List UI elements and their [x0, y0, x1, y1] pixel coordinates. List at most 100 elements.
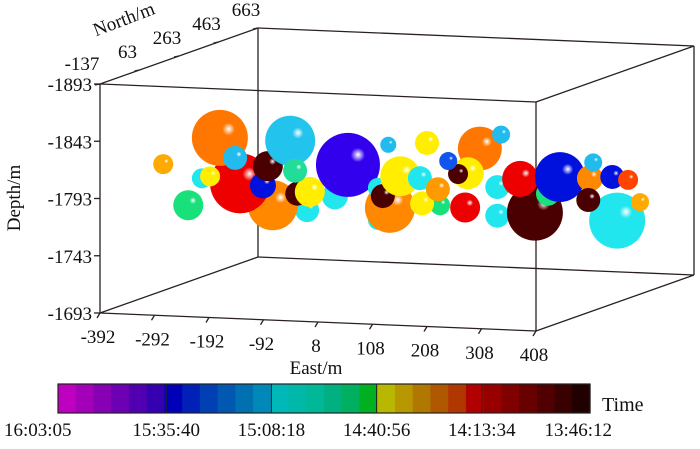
east-tick	[477, 328, 483, 335]
colorbar-segment	[377, 384, 396, 413]
box-edge	[99, 256, 259, 314]
colorbar-tick-label: 16:03:05	[4, 420, 72, 441]
data-point-sphere	[589, 192, 646, 249]
north-tick	[173, 55, 180, 58]
colorbar-tick-label: 14:13:34	[448, 420, 516, 441]
colorbar-segment	[448, 384, 467, 413]
colorbar-segment	[164, 384, 183, 413]
data-point-sphere	[631, 193, 650, 212]
colorbar-segment	[253, 384, 272, 413]
colorbar-segment	[501, 384, 520, 413]
colorbar-segment	[341, 384, 361, 413]
north-tick	[94, 83, 101, 86]
north-tick	[213, 41, 219, 44]
depth-tick-label: -1743	[48, 247, 92, 268]
north-tick-label: 263	[153, 28, 182, 49]
north-tick	[134, 69, 140, 72]
colorbar-segment	[288, 384, 307, 413]
data-point-sphere	[200, 166, 221, 187]
east-tick	[314, 321, 319, 328]
data-point-sphere	[534, 152, 585, 203]
box-edge	[257, 256, 695, 276]
data-point-sphere	[380, 136, 397, 153]
colorbar-segment	[111, 384, 130, 413]
east-tick	[96, 312, 101, 319]
depth-tick-label: -1693	[48, 304, 92, 325]
east-tick-label: 8	[311, 336, 321, 357]
data-point-sphere	[584, 153, 603, 172]
box-edge	[535, 45, 695, 103]
colorbar-segment	[465, 384, 485, 413]
box-edge	[257, 27, 695, 47]
east-tick	[423, 326, 428, 332]
depth-tick-label: -1843	[48, 132, 92, 153]
east-tick	[368, 323, 374, 330]
colorbar-label: Time	[602, 394, 644, 416]
east-tick-label: 408	[520, 345, 549, 366]
east-axis-label: East/m	[290, 358, 343, 379]
east-tick-label: -392	[81, 327, 116, 348]
data-point-sphere	[414, 130, 439, 155]
colorbar-segment	[75, 384, 95, 413]
north-tick-label: -137	[65, 54, 100, 75]
depth-axis-label: Depth/m	[4, 165, 25, 232]
east-tick-label: -292	[135, 329, 170, 350]
data-point-sphere	[439, 152, 458, 171]
colorbar-segment	[412, 384, 431, 413]
colorbar-segment	[235, 384, 254, 413]
colorbar-segment	[306, 384, 325, 413]
colorbar-segment	[146, 384, 165, 413]
data-points	[153, 109, 650, 249]
colorbar-segment	[519, 384, 538, 413]
data-point-sphere	[315, 132, 380, 197]
data-point-sphere	[410, 191, 435, 216]
colorbar-segment	[324, 384, 343, 413]
colorbar-segment	[58, 384, 77, 413]
east-tick-label: 208	[411, 341, 440, 362]
colorbar-segment	[270, 384, 290, 413]
colorbar-segment	[93, 384, 112, 413]
colorbar-segment	[554, 384, 573, 413]
data-point-sphere	[448, 164, 469, 185]
data-point-sphere	[407, 166, 432, 191]
colorbar-segment	[182, 384, 201, 413]
data-point-sphere	[600, 164, 625, 189]
east-tick-label: -192	[190, 332, 225, 353]
data-point-sphere	[576, 187, 601, 212]
data-point-sphere	[618, 169, 639, 190]
data-point-sphere	[450, 192, 481, 223]
depth-tick-label: -1893	[48, 75, 92, 96]
box-edge	[535, 274, 695, 332]
colorbar-frame	[57, 383, 591, 414]
colorbar-segment	[359, 384, 378, 413]
east-tick	[205, 317, 210, 323]
colorbar-segment	[483, 384, 502, 413]
east-tick-label: -92	[249, 334, 274, 355]
east-tick-label: 108	[356, 338, 385, 359]
colorbar-segment	[217, 384, 236, 413]
east-tick	[532, 330, 537, 337]
data-point-sphere	[492, 125, 511, 144]
depth-tick-label: -1793	[48, 190, 92, 211]
east-tick	[259, 319, 265, 326]
data-point-sphere	[153, 154, 174, 175]
colorbar: 16:03:05 15:35:40 15:08:18 14:40:56 14:13:34…	[4, 383, 612, 441]
data-point-sphere	[485, 203, 510, 228]
box-edge	[99, 83, 537, 103]
data-point-sphere	[294, 176, 325, 207]
data-point-sphere	[380, 156, 421, 197]
colorbar-tick-label: 14:40:56	[343, 420, 411, 441]
colorbar-segment	[430, 384, 449, 413]
colorbar-segment	[199, 384, 219, 413]
colorbar-tick-label: 15:35:40	[132, 420, 200, 441]
colorbar-segment	[394, 384, 414, 413]
colorbar-segment	[536, 384, 556, 413]
data-point-sphere	[223, 145, 248, 170]
east-tick-label: 308	[465, 343, 494, 364]
data-point-sphere	[425, 177, 450, 202]
data-point-sphere	[173, 190, 204, 221]
data-point-sphere	[283, 158, 308, 183]
north-tick-label: 663	[232, 0, 261, 21]
axis-ticks: -1693 -1743 -1793 -1843 -1893 -392 -292 -192 -92…	[48, 0, 549, 366]
